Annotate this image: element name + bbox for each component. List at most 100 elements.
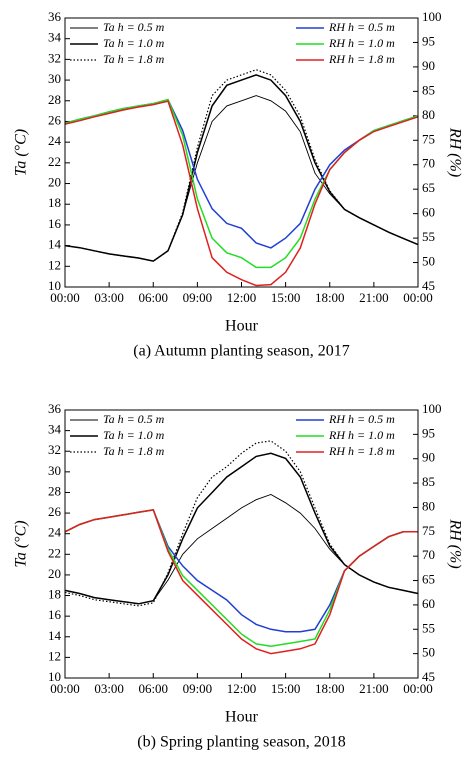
y-tick-label: 32: [48, 50, 61, 65]
y-tick-label: 28: [48, 483, 61, 498]
plot-frame: [64, 17, 419, 288]
series-line: [64, 452, 419, 605]
y2-tick-label: 95: [422, 33, 435, 48]
y2-tick-label: 45: [422, 278, 435, 293]
x-tick-label: 18:00: [315, 681, 345, 696]
y-tick-label: 24: [48, 133, 62, 148]
legend-label: RH h = 0.5 m: [328, 20, 395, 34]
x-tick-label: 06:00: [138, 681, 168, 696]
y2-tick-label: 90: [422, 450, 435, 465]
legend-label: RH h = 0.5 m: [328, 412, 395, 426]
x-axis-label: Hour: [225, 709, 259, 726]
y2-tick-label: 65: [422, 180, 435, 195]
x-tick-label: 00:00: [50, 681, 80, 696]
y2-tick-label: 80: [422, 107, 435, 122]
legend-label: Ta h = 0.5 m: [103, 412, 165, 426]
series-line: [64, 95, 419, 262]
y-tick-label: 22: [48, 545, 61, 560]
y-axis-label: Ta (°C): [13, 129, 30, 176]
y-tick-label: 36: [48, 401, 62, 416]
legend-label: RH h = 1.0 m: [328, 36, 395, 50]
y2-tick-label: 90: [422, 58, 435, 73]
series-line: [64, 509, 418, 655]
x-tick-label: 18:00: [315, 290, 345, 305]
x-tick-label: 15:00: [271, 681, 301, 696]
y-tick-label: 22: [48, 154, 61, 169]
x-tick-label: 00:00: [403, 681, 433, 696]
y-tick-label: 26: [48, 112, 62, 127]
caption: (a) Autumn planting season, 2017: [133, 343, 349, 360]
y-tick-label: 28: [48, 92, 61, 107]
y-tick-label: 30: [48, 463, 61, 478]
y-tick-label: 20: [48, 566, 61, 581]
y-tick-label: 14: [48, 237, 62, 252]
y2-tick-label: 100: [422, 401, 442, 416]
legend-label: Ta h = 1.8 m: [103, 52, 165, 66]
legend-label: RH h = 1.8 m: [328, 52, 395, 66]
y-tick-label: 30: [48, 71, 61, 86]
series-line: [64, 494, 419, 605]
y-tick-label: 18: [48, 587, 61, 602]
x-tick-label: 21:00: [359, 681, 389, 696]
legend-label: RH h = 1.8 m: [328, 444, 395, 458]
legend-label: Ta h = 1.8 m: [103, 444, 165, 458]
y-tick-label: 10: [48, 278, 61, 293]
y-tick-label: 16: [48, 216, 62, 231]
plot-frame: [64, 409, 419, 679]
x-tick-label: 03:00: [94, 290, 124, 305]
series-line: [64, 440, 419, 607]
series-line: [64, 100, 419, 287]
x-tick-label: 21:00: [359, 290, 389, 305]
y-tick-label: 10: [48, 669, 61, 684]
caption: (b) Spring planting season, 2018: [137, 734, 345, 751]
x-tick-label: 06:00: [138, 290, 168, 305]
y2-tick-label: 60: [422, 205, 435, 220]
y2-tick-label: 60: [422, 596, 435, 611]
y2-tick-label: 85: [422, 82, 435, 97]
series-line: [64, 509, 418, 633]
y2-tick-label: 85: [422, 474, 435, 489]
legend-label: Ta h = 0.5 m: [103, 20, 165, 34]
y-tick-label: 26: [48, 504, 62, 519]
y2-tick-label: 95: [422, 425, 435, 440]
series-line: [64, 98, 419, 249]
y2-tick-label: 75: [422, 523, 435, 538]
series-line: [64, 98, 419, 269]
y2-tick-label: 75: [422, 131, 435, 146]
legend-label: RH h = 1.0 m: [328, 428, 395, 442]
y-tick-label: 12: [48, 648, 61, 663]
y-tick-label: 36: [48, 9, 62, 24]
y-axis-label: Ta (°C): [13, 520, 30, 567]
y2-tick-label: 65: [422, 572, 435, 587]
x-tick-label: 15:00: [271, 290, 301, 305]
x-tick-label: 00:00: [403, 290, 433, 305]
y2-tick-label: 55: [422, 620, 435, 635]
y-tick-label: 24: [48, 525, 62, 540]
x-tick-label: 09:00: [183, 290, 213, 305]
y2-tick-label: 50: [422, 254, 435, 269]
series-line: [64, 74, 419, 262]
y2-tick-label: 50: [422, 645, 435, 660]
y2-tick-label: 70: [422, 156, 435, 171]
y-tick-label: 32: [48, 442, 61, 457]
y-tick-label: 20: [48, 175, 61, 190]
y-tick-label: 18: [48, 195, 61, 210]
y2-tick-label: 100: [422, 9, 442, 24]
y-tick-label: 14: [48, 628, 62, 643]
series-line: [64, 69, 419, 262]
y-tick-label: 34: [48, 422, 62, 437]
legend-label: Ta h = 1.0 m: [103, 36, 165, 50]
x-tick-label: 03:00: [94, 681, 124, 696]
x-tick-label: 09:00: [183, 681, 213, 696]
y2-tick-label: 80: [422, 498, 435, 513]
y2-tick-label: 55: [422, 229, 435, 244]
y2-axis-label: RH (%): [446, 127, 463, 177]
x-tick-label: 00:00: [50, 290, 80, 305]
y2-tick-label: 70: [422, 547, 435, 562]
x-tick-label: 12:00: [227, 681, 257, 696]
y-tick-label: 12: [48, 257, 61, 272]
x-axis-label: Hour: [225, 318, 259, 335]
y2-axis-label: RH (%): [446, 518, 463, 568]
y-tick-label: 16: [48, 607, 62, 622]
